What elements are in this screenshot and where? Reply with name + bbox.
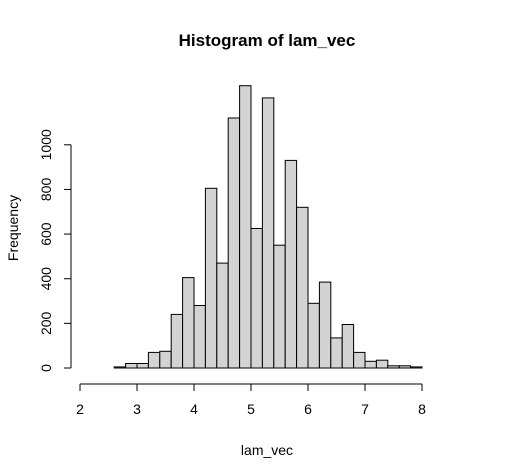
chart-title: Histogram of lam_vec [179,31,356,50]
histogram-bar [125,363,138,369]
histogram-bar [330,337,343,369]
x-axis: 2 3 4 5 6 7 8 [76,383,426,417]
histogram-bar [375,359,389,369]
histogram-bar [113,366,127,369]
y-tick-label: 0 [38,364,54,372]
histogram-bar [159,350,172,369]
histogram-bar [216,262,229,369]
histogram-bar [364,360,377,369]
x-tick-label: 6 [304,401,312,417]
histogram-bar [170,313,184,369]
y-axis: 0 200 400 600 800 1000 [38,129,72,372]
histogram-bar [353,351,366,369]
y-tick-label: 1000 [38,129,54,160]
x-tick-label: 7 [361,401,369,417]
histogram-bar [261,97,275,369]
histogram-bar [147,351,161,369]
histogram-bar [250,228,263,369]
histogram-bar [182,277,195,369]
x-axis-label: lam_vec [241,442,293,458]
histogram-bar [193,305,206,369]
histogram-bar [296,206,309,369]
x-tick-label: 2 [76,401,84,417]
histogram-bar [284,159,298,369]
y-tick-label: 200 [38,311,54,335]
x-tick-label: 3 [133,401,141,417]
y-tick-label: 400 [38,267,54,291]
histogram-bar [307,302,320,369]
y-tick-label: 800 [38,178,54,202]
y-axis-label: Frequency [5,195,21,261]
histogram-bar [398,365,412,369]
histogram-bar [341,324,355,369]
histogram-bar [387,365,400,369]
histogram-bar [410,366,423,369]
y-tick-label: 600 [38,222,54,246]
histogram-bar [136,363,149,369]
x-tick-label: 4 [190,401,198,417]
histogram-bar [273,244,286,369]
x-tick-label: 5 [247,401,255,417]
histogram-bar [318,281,332,369]
histogram-bars [113,85,423,369]
histogram-bar [204,187,218,369]
x-tick-label: 8 [418,401,426,417]
histogram-bar [227,117,241,369]
histogram-bar [239,85,252,369]
